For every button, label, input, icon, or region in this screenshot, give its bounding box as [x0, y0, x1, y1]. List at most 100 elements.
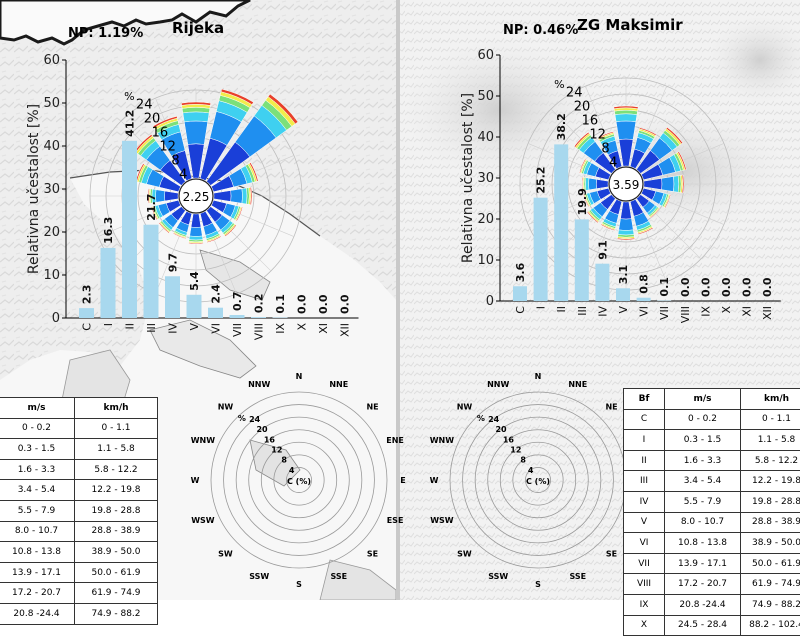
table-cell: 19.8 - 28.8 [75, 500, 158, 521]
rijeka-legend-unit: % [238, 414, 246, 423]
zagreb-legend-ring-label: 8 [520, 456, 526, 465]
zagreb-rose-ring-label: 12 [589, 127, 606, 142]
rijeka-value-label: 16.3 [102, 217, 115, 244]
table-cell: 8.0 - 10.7 [665, 512, 741, 533]
rijeka-rose-petal [182, 107, 210, 113]
zagreb-x-tick-label: C [514, 306, 527, 314]
rijeka-rose-ring-label: 4 [179, 167, 187, 182]
rijeka-value-label: 0.7 [231, 291, 244, 311]
rijeka-y-axis-label: Relativna učestalost [%] [26, 104, 42, 274]
header-kmh: km/h [75, 398, 158, 419]
rijeka-direction-WSW: WSW [191, 516, 215, 525]
table-cell: 0 - 0.2 [665, 409, 741, 430]
rijeka-value-label: 5.4 [188, 271, 201, 291]
table-header-row: Bf m/s km/h [624, 389, 800, 410]
rijeka-direction-WNW: WNW [191, 436, 216, 445]
table-cell: 20.8 -24.4 [665, 594, 741, 615]
zagreb-legend-unit: % [477, 414, 485, 423]
table-cell: X [624, 615, 665, 636]
table-cell: 50.0 - 61.9 [741, 553, 800, 574]
rijeka-rose-ring-label: 12 [159, 139, 176, 154]
zagreb-rose-ring-label: 8 [601, 141, 609, 156]
table-cell: 38.9 - 50.0 [75, 542, 158, 563]
rijeka-value-label: 0.0 [317, 294, 330, 314]
table-cell: 3.4 - 5.4 [0, 480, 75, 501]
zagreb-direction-SSE: SSE [569, 572, 586, 581]
rijeka-y-tick-label: 0 [52, 311, 60, 326]
rijeka-legend-center: C (%) [287, 477, 311, 486]
rijeka-direction-SW: SW [218, 550, 233, 559]
zagreb-rose-petal [616, 121, 636, 140]
table-cell: 61.9 - 74.9 [741, 574, 800, 595]
zagreb-bar-C [513, 286, 527, 301]
rijeka-np-label: NP: 1.19% [68, 26, 143, 41]
rijeka-rose-petal [242, 188, 247, 204]
panel-divider [396, 0, 400, 600]
zagreb-x-tick-label: V [617, 306, 630, 314]
rijeka-rose-unit: % [124, 90, 134, 103]
zagreb-bar-V [616, 288, 630, 301]
zagreb-rose-petal [589, 178, 597, 190]
zagreb-x-tick-label: VI [638, 306, 651, 317]
zagreb-value-label: 25.2 [535, 167, 548, 194]
table-cell: 38.9 - 50.0 [741, 533, 800, 554]
rijeka-bar-V [187, 295, 202, 318]
rijeka-y-tick-label: 50 [43, 96, 60, 111]
zagreb-value-label: 9.1 [596, 240, 609, 260]
table-cell: 10.8 - 13.8 [665, 533, 741, 554]
table-cell: 50.0 - 61.9 [75, 562, 158, 583]
zagreb-x-tick-label: II [555, 306, 568, 313]
rijeka-x-tick-label: IV [167, 323, 180, 334]
rijeka-direction-NNE: NNE [329, 380, 348, 389]
rijeka-x-tick-label: II [124, 323, 137, 330]
rijeka-value-label: 0.0 [296, 294, 309, 314]
zagreb-value-label: 0.0 [741, 277, 754, 297]
rijeka-rose-ring-label: 20 [144, 111, 161, 126]
zagreb-x-tick-label: VIII [679, 306, 692, 323]
rijeka-value-label: 2.4 [210, 284, 223, 304]
zagreb-rose-unit: % [554, 78, 564, 91]
rijeka-rose-ring-label: 8 [171, 153, 179, 168]
zagreb-x-tick-label: X [720, 306, 733, 314]
zagreb-value-label: 0.1 [658, 277, 671, 297]
table-cell: 3.4 - 5.4 [665, 471, 741, 492]
zagreb-rose-petal [673, 176, 678, 193]
zagreb-bar-III [575, 219, 589, 301]
rijeka-x-tick-label: XII [339, 323, 352, 337]
zagreb-rose-ring-label: 16 [582, 113, 599, 128]
rijeka-rose-ring-label: 24 [136, 98, 153, 113]
rijeka-value-label: 9.7 [167, 253, 180, 273]
zagreb-direction-N: N [535, 372, 542, 381]
table-cell: 28.8 - 38.9 [75, 521, 158, 542]
table-cell: 8.0 - 10.7 [0, 521, 75, 542]
zagreb-rose-ring-label: 20 [574, 99, 591, 114]
rijeka-value-label: 21.7 [145, 194, 158, 221]
zagreb-value-label: 3.1 [617, 265, 630, 285]
zagreb-rose-petal [618, 230, 634, 235]
zagreb-legend-ring-label: 16 [503, 435, 515, 444]
zagreb-value-label: 38.2 [555, 113, 568, 140]
rijeka-direction-ESE: ESE [387, 516, 404, 525]
rijeka-direction-E: E [400, 476, 405, 485]
rijeka-value-label: 0.0 [339, 294, 352, 314]
table-cell: III [624, 471, 665, 492]
table-cell: 13.9 - 17.1 [0, 562, 75, 583]
table-cell: 1.1 - 5.8 [75, 439, 158, 460]
rijeka-rose-petal [231, 189, 243, 204]
table-cell: IV [624, 491, 665, 512]
rijeka-rose-petal [183, 112, 209, 122]
rijeka-value-label: 0.2 [253, 294, 266, 314]
rijeka-x-tick-label: VIII [253, 323, 266, 340]
